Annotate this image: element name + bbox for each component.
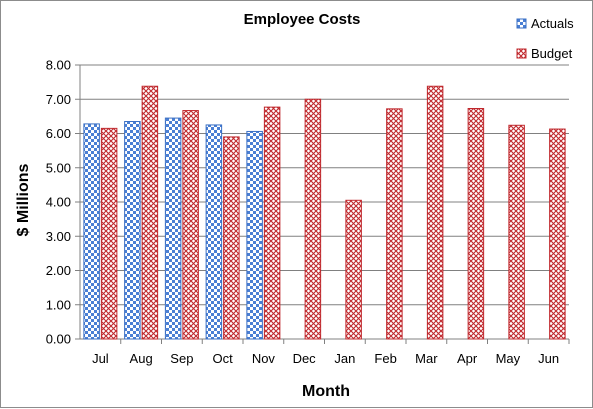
x-tick-label: Jun	[538, 351, 559, 366]
x-tick-label: Apr	[457, 351, 478, 366]
x-tick-label: Aug	[130, 351, 153, 366]
x-tick-label: Jan	[334, 351, 355, 366]
x-tick-label: Oct	[213, 351, 234, 366]
x-tick-labels: Jul Aug Sep Oct Nov Dec Jan Feb Mar Apr May Jun	[92, 351, 559, 366]
chart-title: Employee Costs	[244, 11, 361, 28]
bar-budget	[182, 110, 199, 340]
bar-budget	[549, 128, 566, 340]
bar-actuals	[164, 117, 182, 340]
y-tick-label: 4.00	[46, 195, 71, 210]
legend-item-budget: Budget	[516, 46, 573, 61]
bar-actuals	[124, 121, 141, 340]
legend-label-actuals: Actuals	[531, 16, 574, 31]
bar-budget	[304, 98, 322, 340]
bar-budget	[386, 108, 403, 340]
x-tick-label: Sep	[170, 351, 193, 366]
y-tick-label: 2.00	[46, 263, 71, 278]
x-tick-label: May	[496, 351, 521, 366]
legend-swatch-actuals	[516, 18, 527, 29]
y-axis-title: $ Millions	[15, 163, 32, 236]
gridlines	[75, 64, 570, 344]
x-tick-label: Dec	[293, 351, 317, 366]
bar-budget	[345, 199, 362, 340]
legend-swatch-budget	[516, 48, 527, 59]
y-tick-label: 7.00	[46, 92, 71, 107]
bars	[83, 85, 566, 340]
y-tick-label: 3.00	[46, 229, 71, 244]
bar-actuals	[83, 123, 100, 340]
bar-budget	[141, 85, 159, 340]
y-tick-label: 0.00	[46, 332, 71, 347]
legend: Actuals Budget	[516, 16, 574, 61]
bar-budget	[223, 136, 240, 340]
legend-label-budget: Budget	[531, 46, 573, 61]
bar-actuals	[205, 124, 223, 340]
bar-budget	[100, 127, 118, 340]
bar-actuals	[246, 130, 263, 340]
bar-budget	[426, 85, 444, 340]
x-axis-title: Month	[302, 383, 350, 400]
y-tick-label: 6.00	[46, 126, 71, 141]
y-tick-label: 5.00	[46, 160, 71, 175]
x-tick-label: Jul	[92, 351, 109, 366]
bar-budget	[263, 106, 281, 340]
legend-item-actuals: Actuals	[516, 16, 574, 31]
x-tick-label: Mar	[415, 351, 438, 366]
y-tick-label: 8.00	[46, 58, 71, 73]
x-tick-label: Nov	[252, 351, 276, 366]
x-tick-label: Feb	[374, 351, 396, 366]
bar-budget	[467, 107, 485, 340]
bar-budget	[508, 124, 525, 340]
y-tick-label: 1.00	[46, 297, 71, 312]
y-tick-labels: 0.00 1.00 2.00 3.00 4.00 5.00 6.00 7.00 8.00	[46, 58, 71, 347]
